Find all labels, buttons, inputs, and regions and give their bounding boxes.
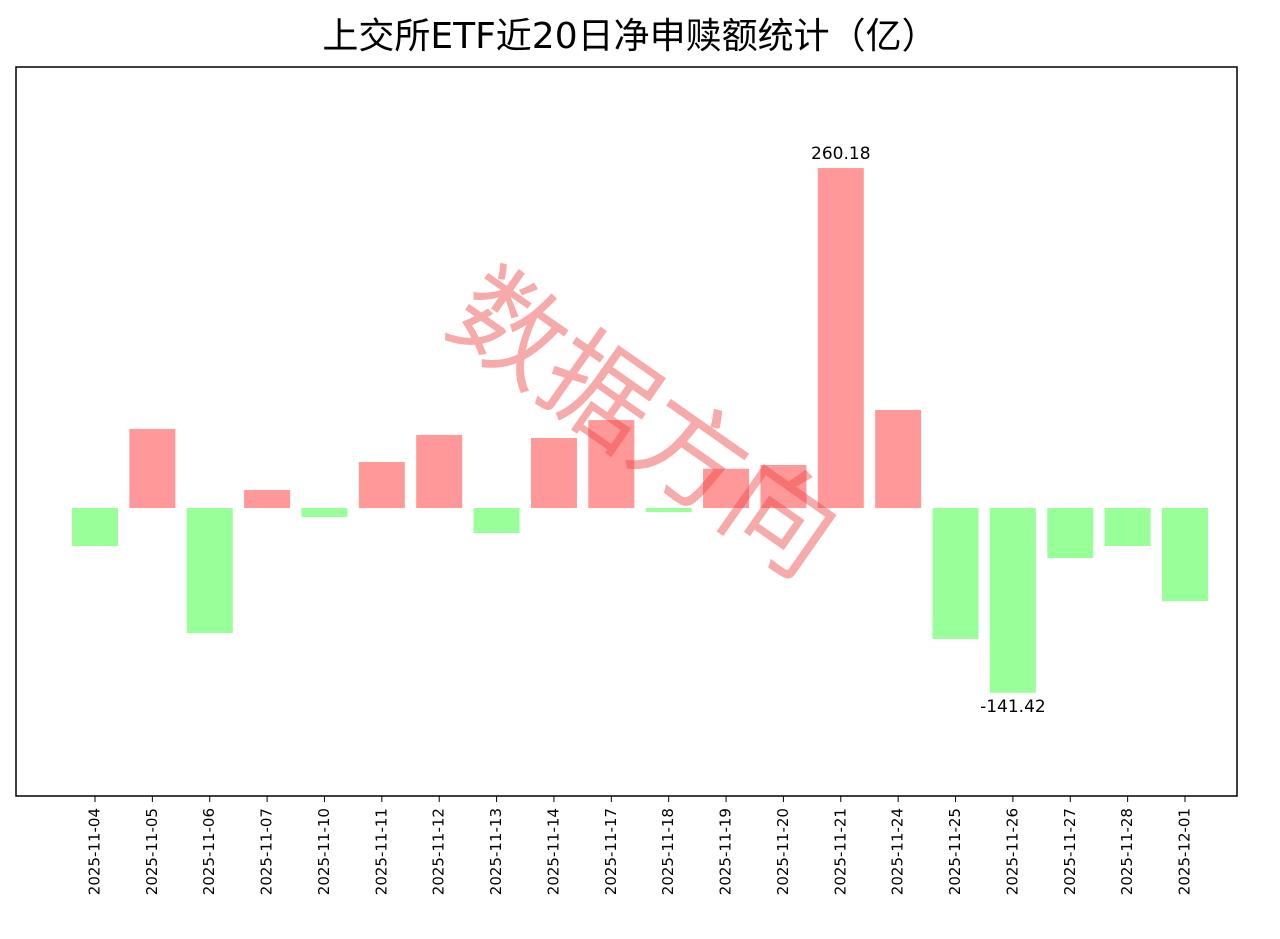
x-tick-label: 2025-11-05 bbox=[143, 808, 161, 895]
x-tick-label: 2025-11-17 bbox=[602, 808, 620, 895]
bar bbox=[129, 428, 176, 509]
bar bbox=[703, 468, 750, 509]
x-tick-label: 2025-11-04 bbox=[86, 808, 104, 895]
data-label: 260.18 bbox=[811, 144, 870, 164]
bar bbox=[358, 462, 405, 509]
bar bbox=[817, 168, 864, 509]
x-tick-label: 2025-11-26 bbox=[1003, 808, 1021, 895]
bar bbox=[875, 410, 922, 509]
plot-frame bbox=[15, 66, 1238, 797]
x-tick-label: 2025-12-01 bbox=[1176, 808, 1194, 895]
bar bbox=[989, 508, 1036, 693]
x-tick-label: 2025-11-20 bbox=[774, 808, 792, 895]
bar bbox=[244, 489, 291, 509]
bar bbox=[473, 508, 520, 533]
x-tick-label: 2025-11-21 bbox=[831, 808, 849, 895]
data-label: -141.42 bbox=[980, 697, 1046, 717]
bar bbox=[186, 508, 233, 634]
bar bbox=[72, 508, 118, 547]
bar bbox=[645, 508, 692, 513]
bar bbox=[530, 437, 577, 509]
x-tick-label: 2025-11-25 bbox=[946, 808, 964, 895]
x-tick-label: 2025-11-07 bbox=[258, 808, 276, 895]
bar bbox=[1047, 508, 1094, 559]
watermark: 数据方向 bbox=[428, 245, 862, 602]
x-tick-label: 2025-11-24 bbox=[889, 808, 907, 895]
x-tick-label: 2025-11-19 bbox=[717, 808, 735, 895]
bar bbox=[588, 420, 635, 509]
bar bbox=[301, 508, 348, 518]
bar bbox=[760, 465, 807, 509]
x-tick-label: 2025-11-14 bbox=[544, 808, 562, 895]
x-tick-label: 2025-11-10 bbox=[315, 808, 333, 895]
x-tick-label: 2025-11-12 bbox=[430, 808, 448, 895]
x-tick-label: 2025-11-11 bbox=[372, 808, 390, 895]
bar bbox=[416, 434, 463, 509]
x-tick-label: 2025-11-27 bbox=[1061, 808, 1079, 895]
bar bbox=[1162, 508, 1208, 602]
bar bbox=[932, 508, 979, 639]
x-tick-label: 2025-11-28 bbox=[1118, 808, 1136, 895]
x-tick-label: 2025-11-13 bbox=[487, 808, 505, 895]
x-tick-label: 2025-11-18 bbox=[659, 808, 677, 895]
chart-title: 上交所ETF近20日净申赎额统计（亿） bbox=[322, 16, 937, 57]
bar bbox=[1104, 508, 1151, 547]
x-tick-label: 2025-11-06 bbox=[200, 808, 218, 895]
